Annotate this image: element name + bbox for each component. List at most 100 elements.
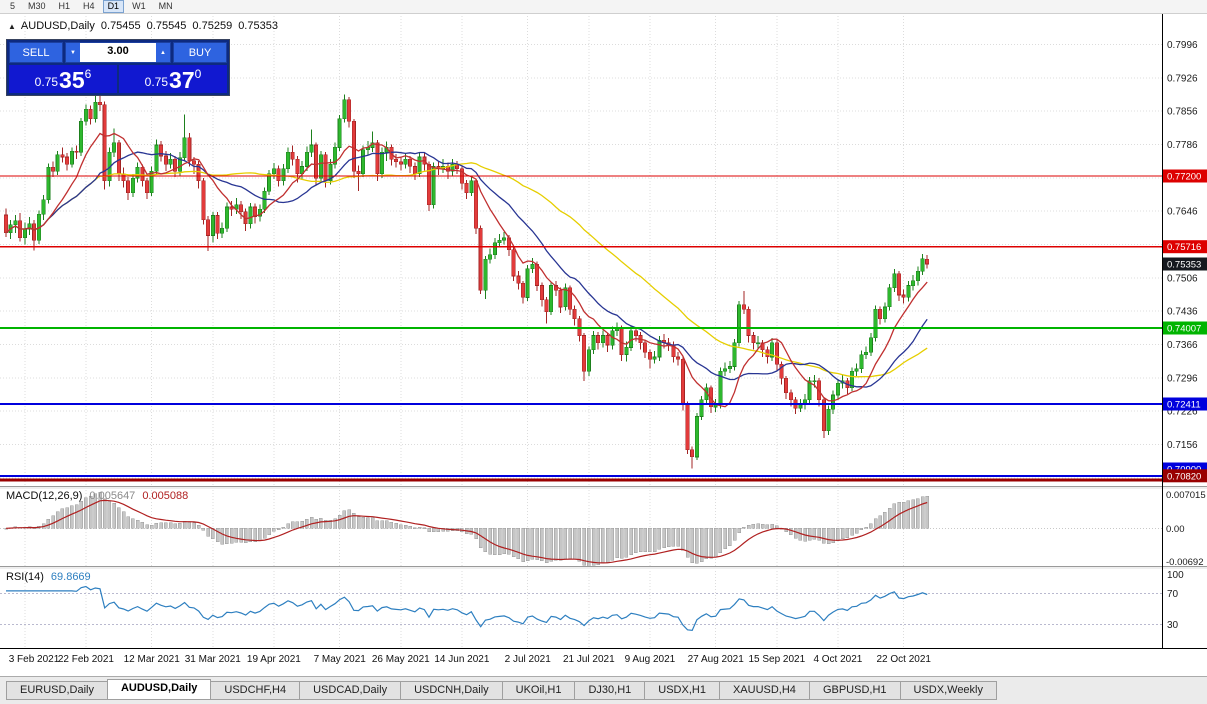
chart-symbol-label: AUDUSD,Daily: [20, 20, 95, 32]
date-axis-label: 4 Oct 2021: [813, 654, 862, 665]
price-axis-label: 0.7646: [1167, 207, 1198, 218]
buy-price-main: 37: [169, 67, 195, 93]
chart-canvas[interactable]: 0.79960.79260.78560.77860.77160.76460.75…: [0, 0, 1207, 676]
collapse-panel-icon[interactable]: ▲: [8, 22, 16, 31]
sell-price-prefix: 0.75: [34, 75, 59, 89]
date-axis-label: 21 Jul 2021: [563, 654, 615, 665]
timeframe-button-h4[interactable]: H4: [83, 1, 95, 11]
price-axis-label: 0.7996: [1167, 40, 1198, 51]
grid-vertical: [24, 16, 905, 648]
macd-name: MACD(12,26,9): [6, 490, 83, 502]
timeframe-toolbar: 5 M30 H1 H4 D1 W1 MN: [0, 0, 1207, 14]
price-axis-label: 0.7156: [1167, 440, 1198, 451]
sell-price-pip: 6: [84, 67, 92, 81]
buy-price-prefix: 0.75: [144, 75, 169, 89]
hline-price-badge: [1163, 240, 1207, 254]
pane-separator[interactable]: [0, 566, 1207, 570]
rsi-axis-label: 70: [1167, 589, 1179, 600]
buy-price-pip: 0: [194, 67, 202, 81]
chart-tab-usdx-h1[interactable]: USDX,H1: [644, 681, 720, 700]
hline-price-badge: [1163, 469, 1207, 483]
timeframe-button-d1[interactable]: D1: [102, 0, 125, 13]
date-axis-label: 15 Sep 2021: [748, 654, 805, 665]
rsi-axis-label: 30: [1167, 620, 1179, 631]
date-axis-label: 7 May 2021: [314, 654, 367, 665]
date-axis-label: 19 Apr 2021: [247, 654, 301, 665]
chart-tab-audusd-daily[interactable]: AUDUSD,Daily: [106, 679, 212, 700]
date-axis-label: 12 Mar 2021: [124, 654, 181, 665]
macd-axis-label: 0.00: [1166, 524, 1185, 535]
buy-button[interactable]: BUY: [173, 42, 227, 63]
rsi-value: 69.8669: [50, 571, 91, 583]
rsi-axis-label: 100: [1167, 570, 1184, 581]
chart-tab-eurusd-daily[interactable]: EURUSD,Daily: [6, 681, 108, 700]
price-axis-label: 0.7786: [1167, 140, 1198, 151]
rsi-pane: [0, 585, 1162, 632]
price-axis-label: 0.7296: [1167, 373, 1198, 384]
hline-price-badge-label: 0.72411: [1167, 400, 1201, 411]
date-axis-label: 14 Jun 2021: [434, 654, 489, 665]
sell-quote-tile[interactable]: 0.75 35 6: [9, 65, 117, 93]
sell-button[interactable]: SELL: [9, 42, 63, 63]
price-axis-label: 0.7856: [1167, 107, 1198, 118]
chart-tab-usdchf-h4[interactable]: USDCHF,H4: [210, 681, 301, 700]
chart-tab-bar: EURUSD,Daily AUDUSD,Daily USDCHF,H4 USDCAD,…: [0, 676, 1207, 704]
timeframe-button-h1[interactable]: H1: [58, 1, 71, 11]
buy-quote-tile[interactable]: 0.75 37 0: [119, 65, 227, 93]
macd-axis[interactable]: 0.007015 0.00 -0.00692: [1166, 490, 1206, 568]
rsi-indicator-label: RSI(14) 69.8669: [6, 571, 91, 583]
macd-axis-label: 0.007015: [1166, 490, 1206, 501]
hline-price-badge: [1163, 169, 1207, 183]
hline-price-badge: [1163, 397, 1207, 411]
date-axis-label: 2 Jul 2021: [505, 654, 552, 665]
lot-increase-button[interactable]: ▲: [156, 43, 170, 62]
timeframe-button-mn[interactable]: MN: [158, 1, 173, 11]
timeframe-button-m30[interactable]: M30: [28, 1, 46, 11]
hline-price-badge-label: 0.75716: [1167, 242, 1201, 253]
horizontal-lines[interactable]: [0, 175, 1162, 482]
ma-line-10: [5, 132, 928, 408]
current-price-badge: [1163, 257, 1207, 271]
lot-size-stepper: ▼ 3.00 ▲: [65, 42, 171, 63]
lot-decrease-button[interactable]: ▼: [66, 43, 80, 62]
chart-tab-xauusd-h4[interactable]: XAUUSD,H4: [718, 681, 810, 700]
macd-axis-label: -0.00692: [1166, 557, 1204, 568]
chart-tab-dj30-h1[interactable]: DJ30,H1: [574, 681, 646, 700]
date-axis-label: 26 May 2021: [372, 654, 430, 665]
candles: [4, 94, 930, 469]
price-axis-label: 0.7366: [1167, 340, 1198, 351]
chart-tab-usdx-weekly[interactable]: USDX,Weekly: [899, 681, 997, 700]
chart-tab-ukoil-h1[interactable]: UKOil,H1: [501, 681, 576, 700]
hline-price-badge: [1163, 321, 1207, 335]
one-click-trading-panel: SELL ▼ 3.00 ▲ BUY 0.75 35 6 0.75 37 0: [7, 40, 229, 95]
chart-ohlc-header: ▲ AUDUSD,Daily 0.75455 0.75545 0.75259 0.7535…: [8, 20, 278, 32]
sell-price-main: 35: [59, 67, 85, 93]
hline-price-badge-label: 0.77200: [1167, 172, 1201, 183]
date-axis-label: 22 Feb 2021: [58, 654, 115, 665]
chart-tab-usdcad-daily[interactable]: USDCAD,Daily: [299, 681, 402, 700]
date-axis-label: 27 Aug 2021: [688, 654, 745, 665]
hline-price-badge-label: 0.70820: [1167, 471, 1201, 482]
date-axis-label: 3 Feb 2021: [9, 654, 60, 665]
lot-size-input[interactable]: 3.00: [107, 45, 129, 57]
rsi-axis[interactable]: 100 70 30: [1167, 570, 1184, 631]
hline-price-badge-label: 0.74007: [1167, 324, 1201, 335]
price-axis-label: 0.7226: [1167, 407, 1198, 418]
timeframe-button-w1[interactable]: W1: [132, 1, 146, 11]
pane-separator[interactable]: [0, 486, 1207, 490]
timeframe-button-5[interactable]: 5: [10, 1, 16, 11]
price-axis-label: 0.7926: [1167, 73, 1198, 84]
macd-pane: [0, 492, 1162, 566]
chart-tab-gbpusd-h1[interactable]: GBPUSD,H1: [808, 681, 901, 700]
ohlc-close: 0.75353: [238, 20, 278, 32]
rsi-name: RSI(14): [6, 571, 44, 583]
ohlc-low: 0.75259: [192, 20, 233, 32]
chart-tab-usdcnh-daily[interactable]: USDCNH,Daily: [400, 681, 503, 700]
date-axis-label: 31 Mar 2021: [185, 654, 242, 665]
current-price-badge-label: 0.75353: [1167, 260, 1201, 271]
price-axis-label: 0.7506: [1167, 273, 1198, 284]
macd-main-value: 0.005647: [89, 490, 136, 502]
date-axis-label: 9 Aug 2021: [625, 654, 676, 665]
price-axis-label: 0.7436: [1167, 307, 1198, 318]
